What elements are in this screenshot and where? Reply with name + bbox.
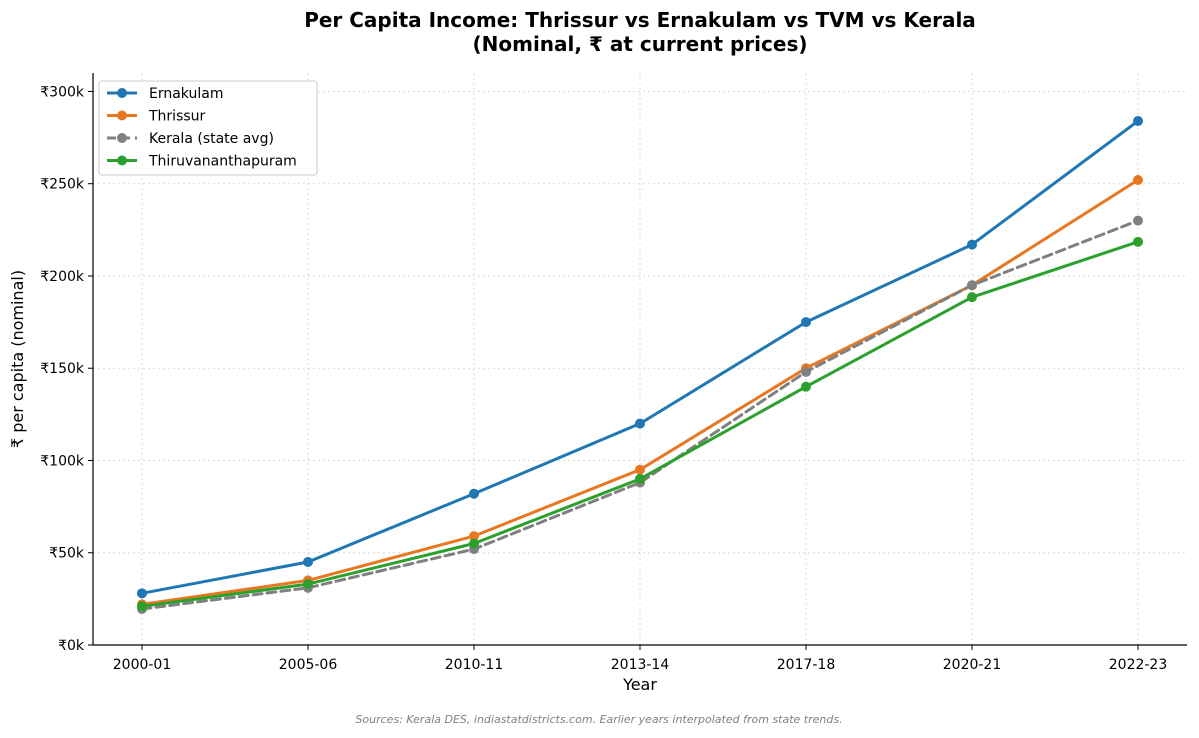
data-point-thrissur	[1133, 175, 1143, 186]
data-point-ernakulam	[1133, 115, 1143, 126]
legend-entry-thrissur: Thrissur	[107, 109, 206, 125]
x-tick-label: 2005-06	[279, 657, 338, 673]
data-point-thrissur	[469, 531, 479, 542]
x-tick-label: 2022-23	[1109, 657, 1168, 673]
series-thiruvananthapuram	[137, 236, 1143, 612]
x-axis-ticks: 2000-01 2005-06 2010-11 2013-14 2017-18 2020-…	[113, 645, 1168, 673]
legend-label: Thrissur	[148, 109, 206, 125]
chart-title-line-1: Per Capita Income: Thrissur vs Ernakulam…	[304, 8, 976, 32]
legend: Ernakulam Thrissur Kerala (state avg) Thiru…	[98, 80, 318, 176]
series-layer	[137, 115, 1143, 615]
x-tick-label: 2017-18	[777, 657, 836, 673]
chart-title-line-2: (Nominal, ₹ at current prices)	[472, 32, 807, 56]
y-axis-label: ₹ per capita (nominal)	[8, 270, 27, 448]
data-point-ernakulam	[801, 317, 811, 328]
source-note: Sources: Kerala DES, indiastatdistricts.…	[355, 713, 842, 726]
data-point-kerala-state-avg	[1133, 215, 1143, 226]
legend-swatch-marker	[117, 155, 127, 166]
data-point-thiruvananthapuram	[1133, 236, 1143, 247]
data-point-ernakulam	[137, 588, 147, 599]
y-tick-label: ₹250k	[40, 177, 85, 193]
legend-label: Kerala (state avg)	[149, 131, 274, 147]
x-axis-label: Year	[622, 675, 657, 694]
series-line-ernakulam	[140, 119, 1140, 595]
y-axis-ticks: ₹0k ₹50k ₹100k ₹150k ₹200k ₹250k ₹300k	[40, 84, 93, 654]
x-tick-label: 2020-21	[943, 657, 1002, 673]
legend-swatch-marker	[117, 110, 127, 121]
data-point-ernakulam	[967, 239, 977, 250]
legend-swatch-marker	[117, 88, 127, 98]
data-point-thrissur	[635, 464, 645, 475]
data-point-thiruvananthapuram	[137, 601, 147, 612]
legend-entry-kerala-state-avg: Kerala (state avg)	[107, 131, 274, 147]
legend-frame	[98, 80, 318, 176]
data-point-thiruvananthapuram	[967, 292, 977, 303]
x-tick-label: 2010-11	[445, 657, 504, 673]
y-tick-label: ₹0k	[58, 638, 85, 654]
y-tick-label: ₹100k	[40, 453, 85, 469]
data-point-thiruvananthapuram	[303, 579, 313, 590]
data-point-kerala-state-avg	[801, 366, 811, 377]
data-point-ernakulam	[303, 556, 313, 567]
data-point-ernakulam	[469, 488, 479, 499]
series-ernakulam	[137, 115, 1143, 599]
legend-swatch-marker	[117, 133, 127, 143]
y-tick-label: ₹200k	[40, 269, 85, 285]
data-point-ernakulam	[635, 418, 645, 429]
y-tick-label: ₹300k	[40, 84, 85, 100]
data-point-thiruvananthapuram	[801, 381, 811, 392]
x-tick-label: 2000-01	[113, 657, 172, 673]
legend-label: Ernakulam	[149, 86, 223, 102]
y-tick-label: ₹50k	[49, 546, 85, 562]
data-point-kerala-state-avg	[967, 280, 977, 291]
data-point-thiruvananthapuram	[635, 473, 645, 484]
legend-entry-thiruvananthapuram: Thiruvananthapuram	[107, 154, 297, 170]
legend-entry-ernakulam: Ernakulam	[107, 86, 223, 102]
data-point-thiruvananthapuram	[469, 538, 479, 549]
gridlines	[93, 73, 1187, 646]
legend-label: Thiruvananthapuram	[148, 154, 297, 170]
x-tick-label: 2013-14	[611, 657, 670, 673]
y-tick-label: ₹150k	[40, 361, 85, 377]
